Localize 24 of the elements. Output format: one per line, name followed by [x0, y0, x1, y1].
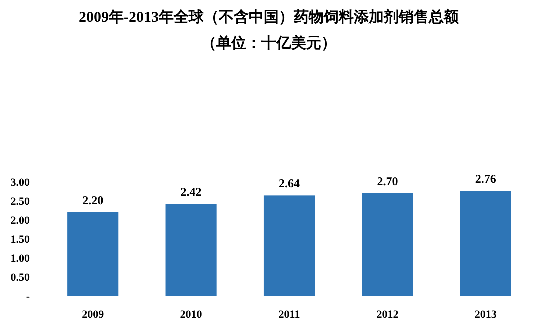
data-label: 2.70 — [377, 174, 398, 188]
x-tick-label: 2011 — [278, 309, 300, 321]
x-tick-label: 2010 — [180, 309, 203, 321]
bar — [264, 196, 316, 296]
y-tick-label: 1.50 — [10, 234, 30, 246]
x-tick-label: 2009 — [82, 309, 105, 321]
chart-subtitle: （单位：十亿美元） — [202, 34, 336, 52]
bar — [68, 212, 119, 296]
x-tick-label: 2013 — [474, 309, 498, 321]
y-tick-label: 2.50 — [10, 196, 30, 208]
data-label: 2.76 — [475, 172, 496, 186]
bar — [460, 191, 512, 296]
bar — [166, 204, 217, 296]
y-tick-label: 2.00 — [10, 215, 30, 227]
y-tick-label: 1.00 — [10, 253, 30, 265]
y-tick-label: 0.50 — [10, 272, 30, 284]
bar — [362, 193, 414, 296]
data-label: 2.20 — [82, 193, 104, 208]
y-tick-label: - — [26, 291, 30, 303]
x-tick-label: 2012 — [376, 309, 400, 321]
data-label: 2.64 — [279, 176, 300, 191]
data-label: 2.42 — [180, 185, 202, 200]
y-tick-label: 3.00 — [10, 177, 30, 189]
chart-title: 2009年-2013年全球（不含中国）药物饲料添加剂销售总额 — [79, 8, 460, 26]
